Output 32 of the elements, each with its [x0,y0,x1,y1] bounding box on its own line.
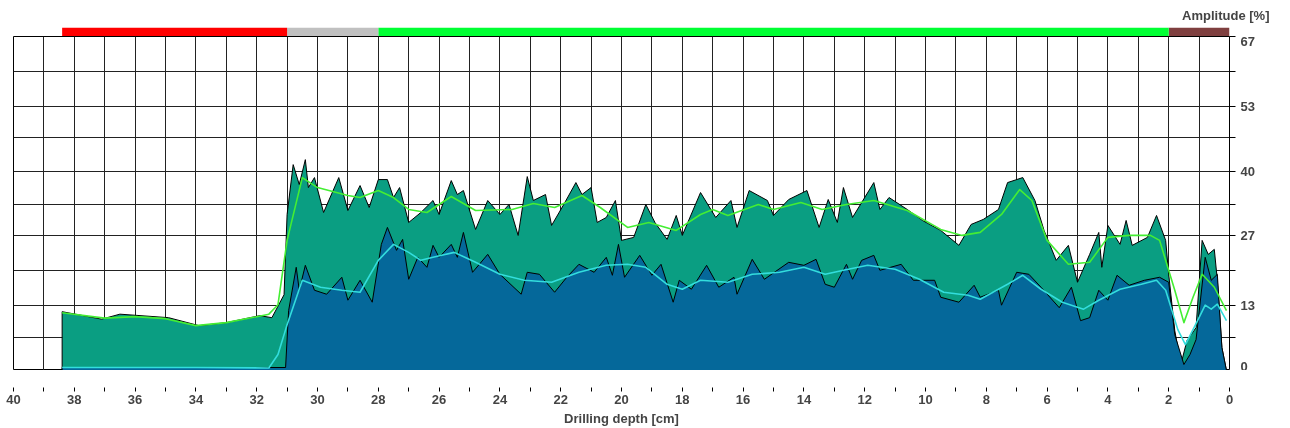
x-tick-label: 14 [796,391,812,407]
y-tick-label: 13 [1240,298,1255,314]
x-tick-label: 34 [188,391,204,407]
bar [62,27,288,36]
x-axis-title: Drilling depth [cm] [564,410,679,426]
bar [287,27,379,36]
x-tick-label: 4 [1104,391,1113,407]
x-tick-label: 8 [982,391,990,407]
y-tick-label: 53 [1240,98,1255,114]
x-tick-label: 0 [1225,391,1234,407]
x-tick-label: 26 [431,391,447,407]
x-tick-label: 24 [492,391,508,407]
y-axis-title: Amplitude [%] [1182,7,1270,23]
y-tick-label: 40 [1240,163,1255,179]
x-tick-label: 36 [127,391,143,407]
x-tick-label: 6 [1043,391,1051,407]
x-tick-label: 30 [310,391,325,407]
x-tick-label: 16 [735,391,751,407]
x-tick-label: 20 [614,391,629,407]
y-tick-label: 27 [1240,228,1255,244]
y-tick-label: 67 [1240,33,1255,49]
x-tick-label: 38 [67,391,82,407]
x-tick-label: 22 [553,391,568,407]
x-tick-label: 40 [6,391,21,407]
x-tick-label: 28 [371,391,386,407]
y-tick-label: 0 [1240,358,1248,374]
x-tick-label: 12 [857,391,872,407]
bar [1168,27,1230,36]
x-tick-label: 10 [918,391,933,407]
x-tick-label: 18 [675,391,690,407]
x-tick-label: 32 [249,391,264,407]
x-tick-label: 2 [1165,391,1173,407]
